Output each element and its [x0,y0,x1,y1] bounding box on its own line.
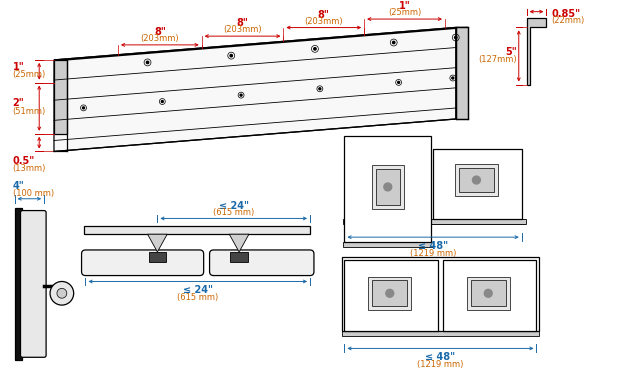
Polygon shape [148,234,167,252]
Circle shape [147,61,148,64]
Polygon shape [54,60,67,134]
Bar [443,260,537,331]
Circle shape [397,82,400,83]
Bar [466,276,510,310]
Text: (25mm): (25mm) [12,70,46,79]
Circle shape [484,290,492,297]
Bar [342,257,540,331]
Text: (1219 mm): (1219 mm) [417,360,464,369]
Bar [376,169,400,205]
Circle shape [392,41,395,44]
Polygon shape [527,18,546,85]
Circle shape [455,36,457,39]
Circle shape [230,55,232,57]
Text: (127mm): (127mm) [478,55,517,64]
Bar [431,220,524,224]
Circle shape [473,176,481,184]
Circle shape [452,77,454,79]
Text: 8": 8" [154,27,166,37]
Text: 5": 5" [505,47,517,57]
Polygon shape [54,27,456,152]
Text: 2": 2" [12,98,24,108]
Bar [15,208,22,360]
Text: (13mm): (13mm) [12,164,46,173]
Text: 1": 1" [399,1,410,11]
Bar [343,242,433,247]
Circle shape [83,107,84,109]
Text: 0.85": 0.85" [551,9,581,19]
Bar [343,220,525,224]
Bar [455,164,498,196]
Text: ≤ 48": ≤ 48" [425,352,456,362]
Text: ≤ 24": ≤ 24" [183,285,213,296]
Circle shape [50,282,74,305]
Bar [433,149,522,220]
Polygon shape [229,234,249,252]
Bar [372,165,404,209]
Circle shape [319,88,321,90]
Text: (203mm): (203mm) [223,25,262,34]
Text: ≤ 48": ≤ 48" [418,241,448,251]
Bar [83,226,310,234]
Circle shape [384,183,392,191]
Polygon shape [456,27,468,119]
Polygon shape [54,27,468,60]
Text: 4": 4" [12,181,24,191]
Text: (1219 mm): (1219 mm) [410,249,456,258]
Bar [345,136,431,242]
Text: (51mm): (51mm) [12,107,46,115]
Text: (100 mm): (100 mm) [12,189,54,198]
Bar [345,260,438,331]
Text: 0.5": 0.5" [12,156,35,167]
Text: (203mm): (203mm) [140,34,179,43]
Text: 8": 8" [237,18,248,28]
Bar [459,168,494,192]
Bar [372,280,407,306]
Text: 1": 1" [12,62,24,72]
Text: (22mm): (22mm) [551,15,584,24]
Bar [471,280,506,306]
Bar [368,276,412,310]
Text: ≤ 24": ≤ 24" [219,200,248,211]
Text: (615 mm): (615 mm) [213,208,255,217]
Circle shape [57,288,67,298]
Text: (25mm): (25mm) [388,8,421,17]
Text: (203mm): (203mm) [304,17,343,26]
Circle shape [240,94,242,96]
Circle shape [386,290,394,297]
Text: 8": 8" [318,10,330,20]
Circle shape [314,48,316,50]
Bar [342,331,540,336]
FancyBboxPatch shape [209,250,314,276]
FancyBboxPatch shape [81,250,204,276]
Circle shape [161,100,163,103]
Bar [230,252,248,262]
Text: (615 mm): (615 mm) [177,293,219,302]
FancyBboxPatch shape [20,211,46,357]
Bar [148,252,166,262]
